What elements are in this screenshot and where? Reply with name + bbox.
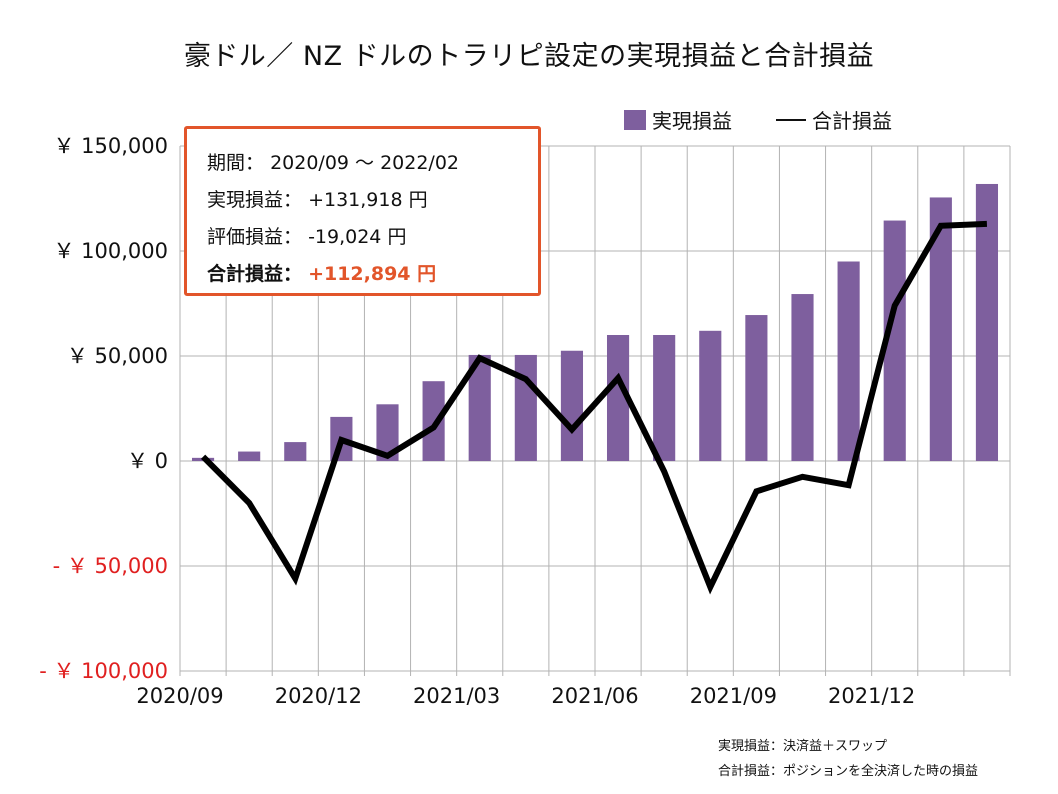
bar-2021/07 [653, 335, 676, 461]
summary-total-row: 合計損益： +112,894 円 [207, 256, 538, 293]
legend-line-swatch [776, 118, 806, 121]
bar-2021/04 [514, 354, 537, 461]
x-tick-label: 2021/09 [690, 684, 777, 708]
x-tick-label: 2021/06 [551, 684, 638, 708]
bar-2021/08 [699, 330, 722, 461]
y-tick-label: ￥ 150,000 [53, 134, 168, 158]
legend-bar-label: 実現損益 [652, 109, 732, 133]
legend-line-label: 合計損益 [812, 109, 892, 133]
summary-unrealized-row: 評価損益： -19,024 円 [207, 219, 538, 256]
bar-2021/05 [560, 350, 584, 461]
x-tick-label: 2021/12 [828, 684, 915, 708]
unrealized-value: -19,024 円 [308, 226, 407, 248]
realized-value: +131,918 円 [308, 189, 428, 211]
bar-2021/09 [745, 315, 768, 461]
summary-realized-row: 実現損益： +131,918 円 [207, 182, 538, 219]
unrealized-label: 評価損益： [207, 226, 303, 248]
x-tick-label: 2020/12 [275, 684, 362, 708]
line-series-total [200, 220, 988, 595]
y-tick-label: ￥ 0 [127, 449, 168, 473]
legend-item-bar: 実現損益 [624, 105, 732, 134]
chart-title: 豪ドル／ NZ ドルのトラリピ設定の実現損益と合計損益 [183, 41, 875, 72]
bar-2021/02 [422, 381, 445, 461]
y-tick-label: - ￥ 50,000 [53, 554, 168, 578]
bar-2020/11 [284, 442, 307, 461]
bar-2021/03 [468, 354, 491, 461]
bar-2021/10 [791, 294, 814, 461]
period-value: 2020/09 ～ 2022/02 [270, 152, 460, 174]
chart-legend: 実現損益 合計損益 [624, 105, 936, 134]
x-tick-label: 2020/09 [136, 684, 223, 708]
bar-2022/01 [929, 197, 952, 461]
legend-item-line: 合計損益 [776, 105, 892, 134]
period-label: 期間： [207, 152, 265, 174]
summary-box: 期間： 2020/09 ～ 2022/02 実現損益： +131,918 円 評… [184, 126, 541, 296]
footnote-realized: 実現損益：決済益＋スワップ [718, 739, 888, 754]
bar-2021/11 [837, 261, 860, 461]
y-tick-label: ￥ 100,000 [53, 239, 168, 263]
legend-bar-swatch [624, 109, 646, 130]
bar-2021/06 [606, 335, 630, 461]
bar-2020/10 [238, 451, 261, 461]
bar-2022/02 [975, 183, 999, 461]
summary-period-row: 期間： 2020/09 ～ 2022/02 [207, 145, 538, 182]
x-tick-label: 2021/03 [413, 684, 500, 708]
footnote-total: 合計損益：ポジションを全決済した時の損益 [718, 764, 979, 779]
y-tick-label: ￥ 50,000 [67, 344, 168, 368]
total-label: 合計損益： [207, 263, 303, 285]
realized-label: 実現損益： [207, 189, 303, 211]
y-tick-label: - ￥ 100,000 [39, 659, 168, 683]
bar-2021/12 [883, 220, 906, 461]
bar-2021/01 [376, 404, 399, 461]
total-value: +112,894 円 [308, 263, 437, 285]
